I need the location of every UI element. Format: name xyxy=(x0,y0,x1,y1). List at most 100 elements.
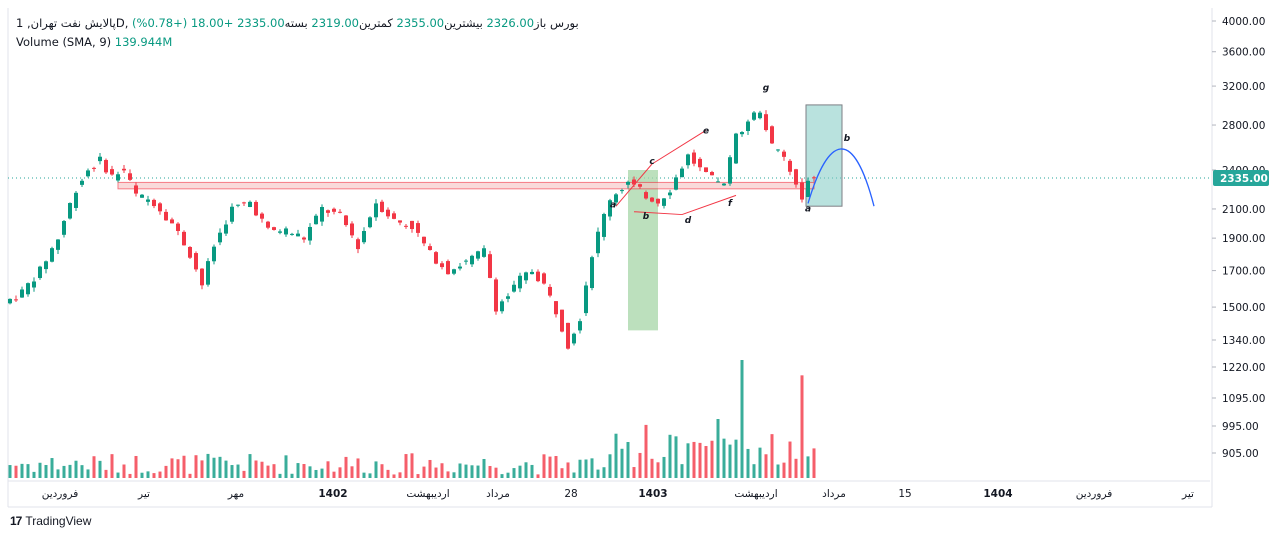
candle-body xyxy=(530,271,534,275)
ohlc-row: پالایش نفت تهران, 1D, بورس باز2326.00 بی… xyxy=(16,14,579,33)
candle-body xyxy=(392,213,396,219)
candle-body xyxy=(356,239,360,250)
volume-bar xyxy=(584,459,588,478)
candle-body xyxy=(314,215,318,225)
candle-body xyxy=(38,266,42,279)
volume-bar xyxy=(338,467,342,478)
volume-bar xyxy=(650,458,654,478)
low-label: کمترین xyxy=(358,16,393,30)
candle-body xyxy=(284,228,288,235)
volume-bar xyxy=(254,460,258,478)
candle-body xyxy=(692,152,696,164)
candle-body xyxy=(608,200,612,217)
annotation-background-layer xyxy=(117,104,843,331)
time-tick-label: 1402 xyxy=(318,488,347,500)
green-box xyxy=(628,170,658,331)
candle-body xyxy=(788,160,792,172)
candle-body xyxy=(254,201,258,216)
low-value: 2319.00 xyxy=(311,16,359,30)
volume-bar xyxy=(386,469,390,478)
candle-body xyxy=(686,154,690,166)
symbol-title[interactable]: پالایش نفت تهران, 1D, بورس xyxy=(16,16,579,30)
candle-body xyxy=(14,299,18,301)
volume-bar xyxy=(182,455,186,478)
candle-body xyxy=(632,179,636,185)
time-tick-label: تیر xyxy=(137,488,150,500)
price-tick-label: 1220.00 xyxy=(1222,362,1265,374)
candle-body xyxy=(806,180,810,198)
time-tick-label: 28 xyxy=(564,488,577,500)
wave-label: c xyxy=(649,157,655,167)
candle-body xyxy=(644,192,648,199)
candle-body xyxy=(698,158,702,168)
candle-body xyxy=(92,167,96,169)
candle-body xyxy=(428,246,432,251)
time-axis[interactable]: فروردین تیر مهر 1402 اردیبهشت مرداد 28 1403 اردی… xyxy=(42,488,1194,500)
volume-bar xyxy=(542,454,546,478)
volume-bar xyxy=(518,465,522,478)
volume-bar xyxy=(458,463,462,478)
wave-label: e xyxy=(703,126,709,136)
candle-body xyxy=(464,260,468,262)
candle-body xyxy=(440,263,444,268)
candle-body xyxy=(104,159,108,173)
candle-body xyxy=(296,233,300,237)
candle-body xyxy=(122,168,126,171)
candle-body xyxy=(380,201,384,212)
time-tick-label: اردیبهشت xyxy=(734,488,777,500)
volume-bar xyxy=(464,464,468,478)
candle-body xyxy=(656,198,660,204)
volume-bar xyxy=(662,456,666,478)
volume-bar xyxy=(716,419,720,478)
tradingview-logo[interactable]: 17 TradingView xyxy=(10,514,91,528)
volume-bar xyxy=(368,473,372,478)
candle-body xyxy=(272,227,276,230)
candle-body xyxy=(278,231,282,233)
volume-row: Volume (SMA, 9) 139.944M xyxy=(16,33,579,52)
volume-bars xyxy=(8,360,816,478)
volume-bar xyxy=(746,448,750,478)
volume-bar xyxy=(140,472,144,478)
candle-body xyxy=(62,221,66,235)
candle-body xyxy=(734,133,738,164)
wave-label: d xyxy=(685,216,692,226)
candle-body xyxy=(764,114,768,131)
volume-bar xyxy=(236,464,240,478)
volume-bar xyxy=(122,464,126,478)
volume-bar xyxy=(164,465,168,478)
candle-body xyxy=(476,251,480,259)
volume-bar xyxy=(620,448,624,478)
volume-label[interactable]: Volume xyxy=(16,35,59,49)
volume-bar xyxy=(812,448,816,478)
chart-legend: پالایش نفت تهران, 1D, بورس باز2326.00 بی… xyxy=(16,14,579,52)
candle-body xyxy=(722,183,726,186)
channel-line-lower-right xyxy=(681,194,737,216)
price-tick-label: 1340.00 xyxy=(1222,335,1265,347)
candle-body xyxy=(26,283,30,295)
candle-body xyxy=(482,248,486,257)
volume-bar xyxy=(500,474,504,478)
volume-bar xyxy=(422,466,426,478)
candle-body xyxy=(470,255,474,265)
candle-body xyxy=(422,236,426,244)
candle-body xyxy=(758,112,762,119)
volume-bar xyxy=(440,463,444,478)
wave-label: b xyxy=(844,134,851,144)
volume-bar xyxy=(32,471,36,478)
volume-bar xyxy=(524,462,528,478)
candle-body xyxy=(590,257,594,289)
volume-bar xyxy=(212,457,216,478)
volume-bar xyxy=(656,462,660,478)
volume-bar xyxy=(128,473,132,478)
candle-body xyxy=(320,206,324,222)
volume-bar xyxy=(452,472,456,478)
price-axis[interactable]: 4000.003600.003200.002800.002400.002100.… xyxy=(1212,16,1269,460)
candle-body xyxy=(188,246,192,258)
volume-bar xyxy=(572,472,576,478)
volume-bar xyxy=(218,456,222,478)
close-label: بسته xyxy=(284,16,308,30)
volume-bar xyxy=(776,464,780,478)
wave-label: a xyxy=(805,205,811,215)
